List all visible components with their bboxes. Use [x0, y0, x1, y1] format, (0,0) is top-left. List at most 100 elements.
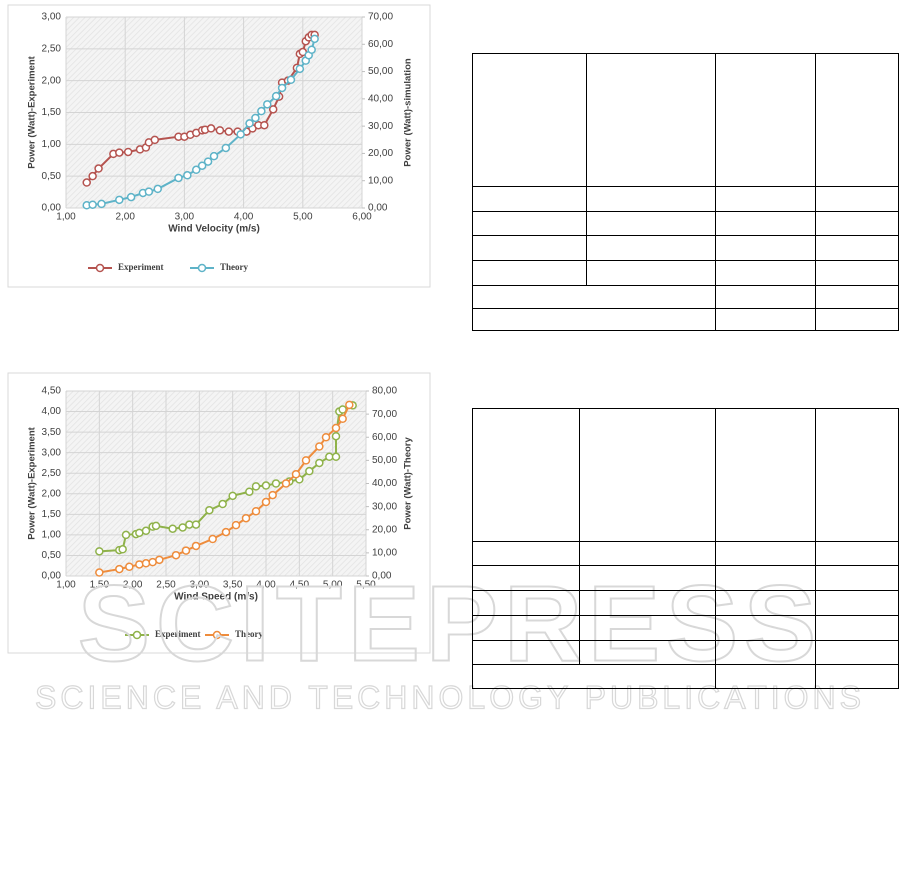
data-point — [271, 91, 281, 101]
data-point — [141, 526, 151, 536]
table-2 — [472, 408, 899, 689]
data-point — [95, 568, 104, 577]
x-tick-label: 4,50 — [290, 580, 310, 591]
x-axis-title: Wind Velocity (m/s) — [168, 224, 260, 235]
legend-label: Experiment — [155, 629, 201, 639]
y2-tick-label: 50,00 — [368, 66, 393, 77]
y-tick-label: 2,00 — [42, 75, 62, 86]
data-point — [295, 64, 305, 74]
y2-tick-label: 40,00 — [368, 93, 393, 104]
x-tick-label: 3,00 — [190, 580, 210, 591]
y2-tick-label: 20,00 — [372, 524, 397, 535]
legend-marker — [197, 263, 207, 273]
data-point — [236, 130, 245, 139]
legend-label: Theory — [220, 262, 248, 272]
data-point — [268, 490, 277, 500]
data-point — [268, 105, 278, 114]
table-1 — [472, 53, 899, 331]
data-point — [310, 34, 319, 44]
data-point — [206, 124, 216, 133]
y-axis-title: Power (Watt)-Experiment — [27, 55, 38, 168]
y-tick-label: 0,00 — [42, 571, 62, 582]
data-point — [94, 164, 103, 173]
x-tick-label: 2,00 — [115, 212, 135, 223]
data-point — [191, 541, 201, 551]
y2-tick-label: 70,00 — [372, 409, 397, 420]
data-point — [171, 550, 181, 560]
data-point — [321, 433, 331, 442]
data-point — [263, 100, 272, 109]
x-tick-label: 2,00 — [123, 580, 143, 591]
data-point — [155, 555, 164, 565]
data-point — [153, 184, 163, 194]
data-point — [197, 161, 207, 170]
y2-tick-label: 40,00 — [372, 478, 397, 489]
x-tick-label: 2,50 — [156, 580, 176, 591]
data-point — [271, 479, 281, 488]
data-point — [126, 192, 136, 202]
data-point — [82, 178, 91, 187]
y-axis-title: Power (Watt)-Experiment — [27, 426, 38, 539]
y-tick-label: 4,50 — [42, 386, 62, 397]
data-point — [191, 520, 201, 529]
data-point — [291, 470, 301, 479]
y2-tick-label: 0,00 — [372, 571, 392, 582]
data-point — [315, 442, 324, 451]
data-point — [218, 499, 227, 509]
y-tick-label: 1,00 — [42, 139, 62, 150]
x-tick-label: 5,50 — [356, 580, 376, 591]
data-point — [205, 505, 214, 515]
y2-tick-label: 70,00 — [368, 12, 393, 23]
y2-tick-label: 80,00 — [372, 386, 397, 397]
data-point — [224, 127, 234, 136]
data-point — [168, 524, 177, 533]
y-tick-label: 0,50 — [42, 550, 62, 561]
data-point — [183, 171, 192, 180]
y-tick-label: 1,00 — [42, 530, 62, 541]
x-tick-label: 4,00 — [234, 212, 254, 223]
y2-tick-label: 30,00 — [372, 501, 397, 512]
x-tick-label: 6,00 — [352, 212, 372, 223]
legend-marker — [132, 630, 142, 640]
data-point — [331, 431, 341, 441]
y-tick-label: 3,50 — [42, 427, 62, 438]
y2-axis-title: Power (Watt)-Theory — [403, 437, 414, 530]
data-point — [115, 148, 124, 157]
data-point — [245, 487, 254, 496]
data-point — [307, 45, 316, 54]
legend-marker — [95, 263, 105, 273]
y2-tick-label: 60,00 — [368, 39, 393, 50]
legend-label: Theory — [235, 629, 263, 639]
x-tick-label: 3,50 — [223, 580, 243, 591]
data-point — [97, 199, 106, 209]
data-point — [144, 187, 154, 196]
y-tick-label: 4,00 — [42, 406, 62, 417]
data-point — [251, 113, 260, 123]
y2-tick-label: 10,00 — [372, 548, 397, 559]
data-point — [231, 520, 241, 530]
data-point — [331, 423, 341, 433]
data-point — [260, 120, 269, 130]
y2-tick-label: 50,00 — [372, 455, 397, 466]
y2-tick-label: 30,00 — [368, 121, 393, 132]
x-tick-label: 5,00 — [293, 212, 313, 223]
x-axis-title: Wind Speed (m/s) — [174, 592, 258, 603]
y-tick-label: 0,00 — [42, 203, 62, 214]
data-point — [181, 546, 191, 555]
data-point — [301, 456, 311, 465]
x-tick-label: 4,00 — [256, 580, 276, 591]
legend-label: Experiment — [118, 262, 164, 272]
y-tick-label: 0,50 — [42, 171, 62, 182]
data-point — [305, 466, 314, 476]
legend-marker — [212, 630, 222, 640]
data-point — [121, 530, 131, 540]
data-point — [118, 545, 127, 554]
data-point — [151, 521, 161, 531]
y-tick-label: 1,50 — [42, 509, 62, 520]
y-tick-label: 3,00 — [42, 447, 62, 458]
data-point — [331, 452, 341, 462]
y-tick-label: 3,00 — [42, 12, 62, 23]
y2-axis-title: Power (Watt)-simulation — [403, 58, 414, 167]
data-point — [281, 479, 291, 488]
